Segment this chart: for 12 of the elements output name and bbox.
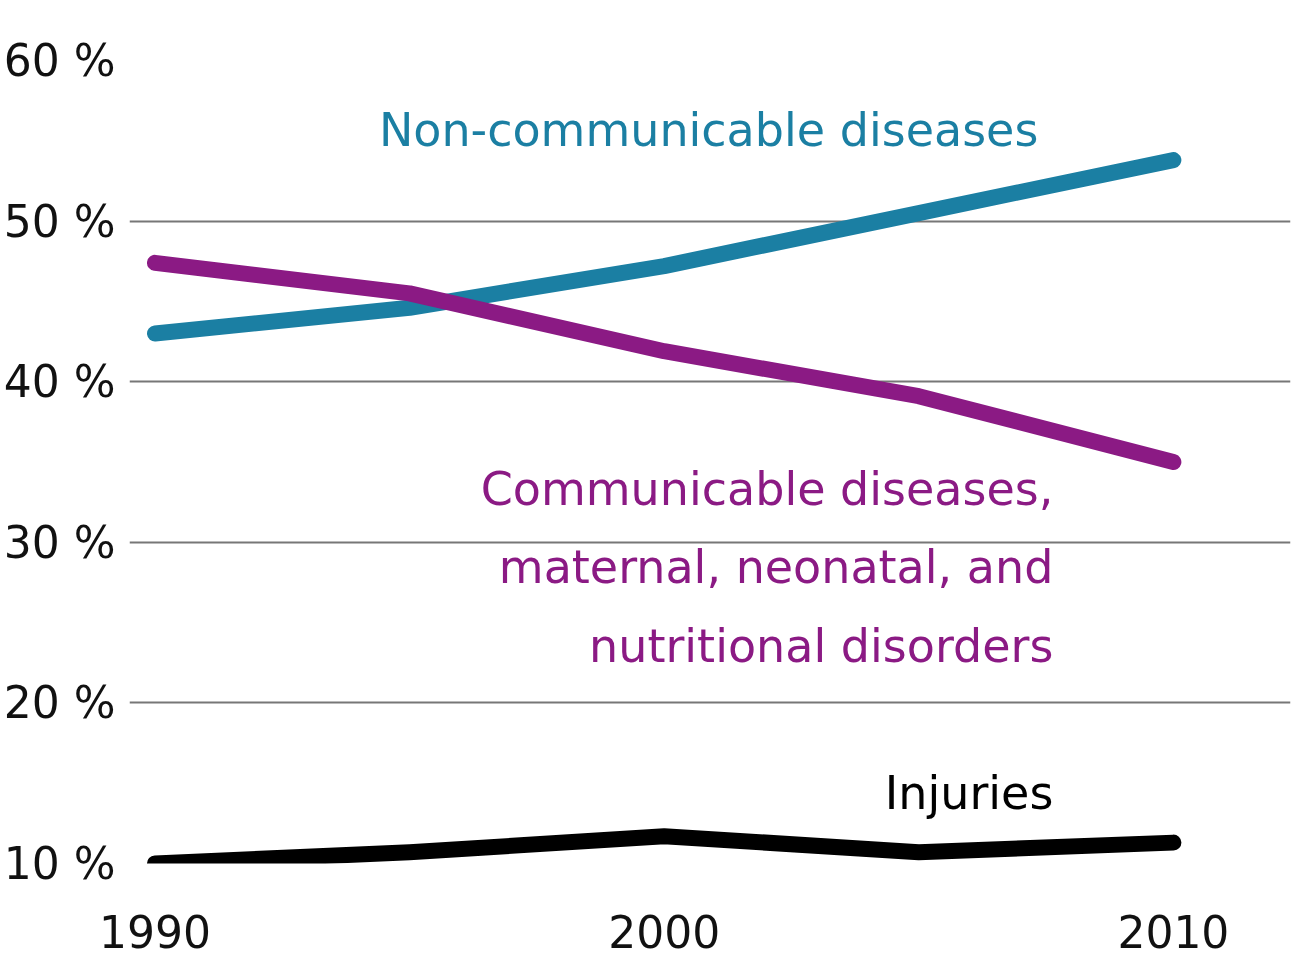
series-label: Non-communicable diseases bbox=[378, 103, 1039, 158]
y-tick-label: 60 % bbox=[3, 35, 116, 86]
x-tick-label: 1990 bbox=[98, 906, 211, 958]
y-tick-label: 40 % bbox=[3, 356, 116, 408]
y-tick-label: 20 % bbox=[3, 677, 116, 729]
series-label: Injuries bbox=[884, 765, 1054, 820]
x-tick-label: 2000 bbox=[608, 906, 721, 958]
y-tick-label: 50 % bbox=[3, 195, 116, 247]
y-tick-label: 10 % bbox=[3, 838, 116, 889]
x-tick-label: 2010 bbox=[1117, 906, 1230, 958]
series-label: Communicable diseases, maternal, neonatal, and nutritional disorders bbox=[480, 462, 1054, 673]
y-tick-label: 30 % bbox=[3, 516, 116, 568]
